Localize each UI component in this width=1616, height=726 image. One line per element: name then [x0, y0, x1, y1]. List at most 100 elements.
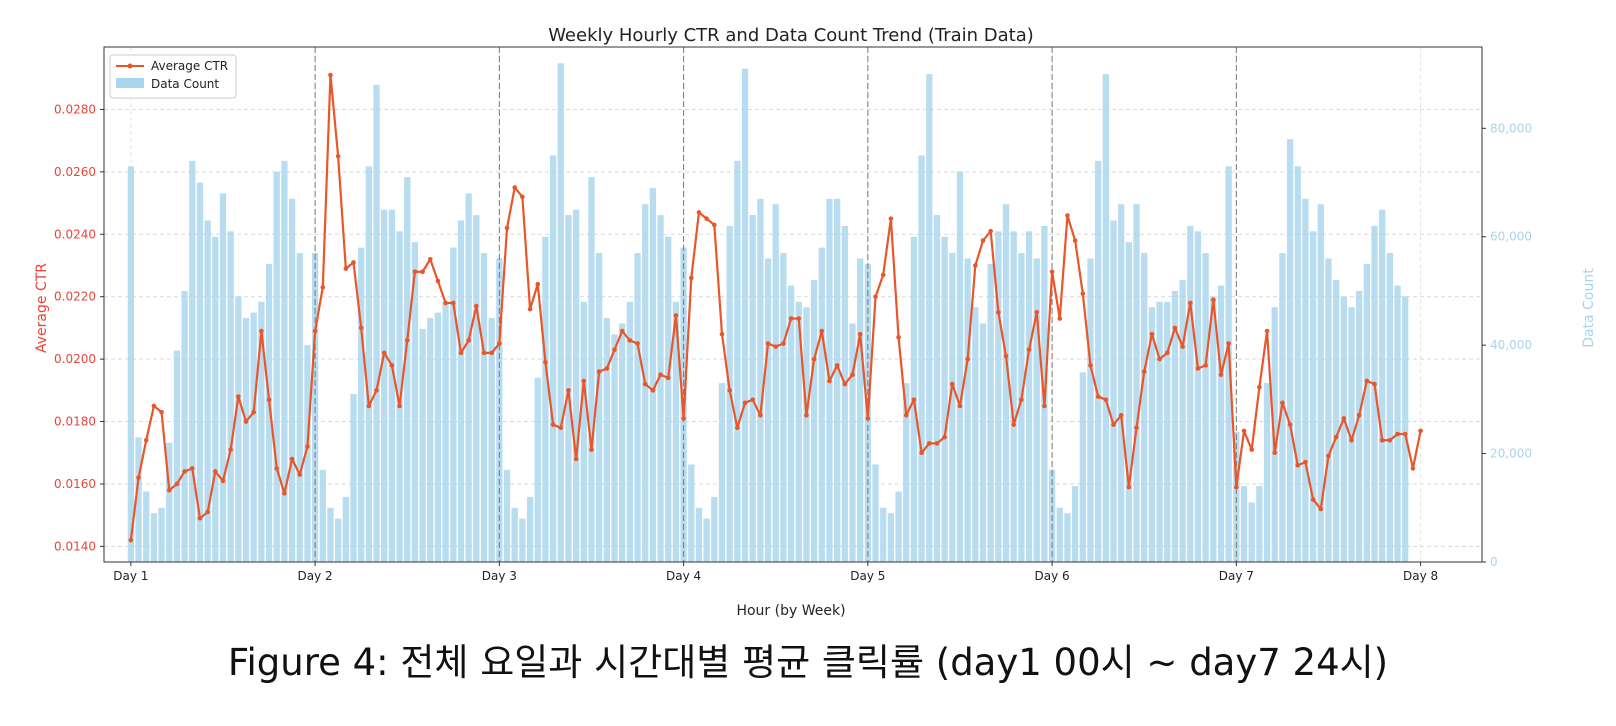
data-count-bar [350, 393, 357, 562]
ctr-point [1088, 363, 1093, 368]
ctr-point [673, 313, 679, 318]
ctr-point [220, 478, 226, 484]
ctr-point [497, 341, 502, 346]
data-count-bar [857, 258, 864, 562]
data-count-bar [388, 209, 396, 562]
ctr-point [827, 378, 832, 384]
ctr-point [1379, 437, 1385, 443]
data-count-bar [1256, 486, 1263, 562]
ctr-point [450, 300, 456, 306]
data-count-bar [534, 377, 541, 562]
ctr-point [159, 409, 164, 415]
data-count-bar [1064, 513, 1071, 562]
ctr-point [136, 475, 141, 481]
ctr-point [965, 356, 970, 362]
data-count-bar [450, 247, 457, 562]
data-count-bar [173, 350, 181, 562]
data-count-bar [219, 193, 227, 563]
ctr-point [481, 350, 487, 356]
ctr-point [1187, 300, 1193, 306]
ctr-point [205, 509, 210, 515]
data-count-bar [542, 236, 549, 562]
data-count-bar [181, 290, 188, 562]
ctr-point [128, 537, 134, 543]
ctr-point [658, 372, 663, 378]
data-count-bar [1240, 486, 1248, 562]
ctr-point [1042, 403, 1047, 409]
data-count-bar [818, 247, 825, 562]
ctr-point [742, 400, 748, 406]
data-count-bar [1187, 225, 1194, 563]
data-count-bar [1018, 253, 1025, 562]
data-count-bar [626, 301, 634, 562]
plot-frame [103, 46, 1483, 563]
ctr-point [305, 444, 310, 449]
data-count-bar [1125, 242, 1133, 562]
data-count-bar [127, 166, 135, 562]
ctr-point [811, 356, 817, 362]
ctr-point [412, 269, 418, 275]
x-tick-label: Day 5 [850, 569, 885, 583]
data-count-bar [795, 301, 802, 562]
data-count-bar [1156, 301, 1163, 562]
ctr-point [1195, 366, 1201, 371]
data-count-bar [1110, 220, 1117, 562]
data-count-bar [319, 469, 326, 562]
ctr-point [796, 316, 802, 321]
ctr-point [1349, 437, 1354, 443]
ctr-point [612, 347, 617, 353]
ctr-point [712, 222, 717, 228]
data-count-bar [1271, 307, 1278, 562]
data-count-bar [204, 220, 211, 562]
left-tick-label: 0.0220 [54, 290, 96, 304]
ctr-point [865, 416, 871, 421]
data-count-bar [419, 328, 426, 562]
chart-title: Weekly Hourly CTR and Data Count Trend (… [548, 25, 1034, 46]
ctr-point [1072, 238, 1078, 243]
data-count-bar [488, 318, 495, 562]
right-tick-label: 40,000 [1490, 338, 1532, 352]
data-count-bar [780, 253, 787, 562]
ctr-point [988, 228, 993, 234]
data-count-bar [265, 263, 273, 562]
data-count-bar [810, 280, 818, 562]
ctr-point [320, 285, 326, 290]
data-count-bar [342, 496, 349, 562]
ctr-point [1134, 425, 1139, 431]
ctr-point [466, 338, 471, 343]
data-count-bar [833, 198, 841, 562]
ctr-point [957, 403, 963, 409]
data-count-bar [511, 507, 518, 562]
ctr-point [474, 303, 479, 309]
data-count-bar [1325, 258, 1332, 562]
data-count-bar [1087, 258, 1094, 562]
left-tick-label: 0.0200 [54, 352, 96, 366]
data-count-bar [258, 301, 265, 562]
data-count-bar [1348, 307, 1355, 562]
ctr-point [535, 281, 541, 287]
data-count-bar [665, 236, 672, 562]
data-count-bar [995, 231, 1002, 562]
right-axis-label: Data Count [1581, 268, 1597, 348]
data-count-bar [711, 496, 718, 562]
ctr-point [850, 372, 855, 378]
ctr-point [758, 413, 763, 418]
data-count-bar [880, 507, 887, 562]
data-count-bar [1171, 290, 1179, 562]
ctr-point [374, 388, 379, 393]
legend-ctr-marker [127, 63, 133, 69]
data-count-bar [787, 285, 795, 562]
data-count-bar [1263, 383, 1271, 562]
ctr-point [251, 409, 256, 415]
ctr-point [903, 413, 909, 418]
left-tick-label: 0.0280 [54, 102, 96, 116]
data-count-bar [442, 301, 449, 562]
ctr-point [873, 294, 878, 299]
ctr-point [1218, 372, 1224, 378]
data-count-bar [1148, 307, 1156, 562]
data-count-bar [1095, 160, 1102, 562]
ctr-point [1303, 459, 1308, 465]
ctr-point [527, 306, 533, 312]
data-count-bar [619, 323, 626, 562]
data-count-bar [1309, 231, 1317, 562]
